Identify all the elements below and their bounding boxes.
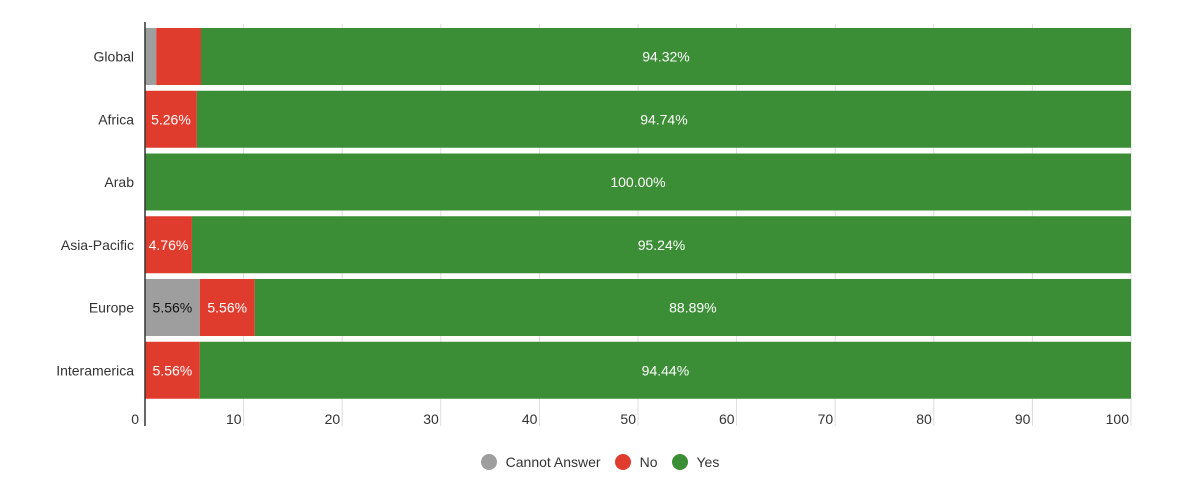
legend-swatch-yes: [671, 454, 688, 470]
legend-label-yes: Yes: [696, 454, 720, 470]
category-label-global: Global: [94, 49, 134, 65]
bar-global-cannot-answer: [145, 28, 157, 85]
x-tick-label-100: 100: [1106, 411, 1130, 427]
bar-interamerica-yes: [199, 341, 1131, 399]
legend-item-cannot-answer[interactable]: Cannot Answer: [480, 454, 601, 470]
bar-europe-yes: [254, 279, 1132, 336]
bar-africa-yes: [196, 90, 1132, 148]
bar-africa-no: [145, 90, 197, 148]
x-tick-label-10: 10: [226, 411, 242, 427]
bar-interamerica-no: [145, 341, 200, 399]
legend-swatch-cannot-answer: [480, 454, 497, 470]
x-tick-label-30: 30: [423, 411, 439, 427]
data-label-global-yes: 94.32%: [642, 49, 689, 65]
data-label-asia-pacific-yes: 95.24%: [638, 237, 685, 253]
chart-legend: Cannot Answer No Yes: [0, 451, 1200, 473]
bar-global-yes: [201, 28, 1131, 85]
data-label-europe-cannot-answer: 5.56%: [153, 300, 193, 316]
chart-plot-area: 0 10 20 30 40 50 60 70 80 90 100 Global 94.32% Africa…: [56, 22, 1132, 427]
data-label-interamerica-no: 5.56%: [153, 362, 193, 378]
x-tick-label-80: 80: [916, 411, 932, 427]
legend-label-cannot-answer: Cannot Answer: [505, 454, 601, 470]
x-tick-label-70: 70: [818, 411, 834, 427]
category-label-europe: Europe: [89, 300, 134, 316]
bar-asia-pacific-yes: [191, 216, 1131, 274]
bar-europe-no: [199, 279, 255, 336]
legend-item-yes[interactable]: Yes: [671, 454, 720, 470]
data-label-arab-yes: 100.00%: [610, 174, 665, 190]
x-tick-label-40: 40: [522, 411, 538, 427]
bar-europe-cannot-answer: [145, 279, 200, 336]
data-label-asia-pacific-no: 4.76%: [149, 237, 189, 253]
data-label-europe-yes: 88.89%: [669, 300, 716, 316]
x-tick-label-50: 50: [620, 411, 636, 427]
data-label-africa-yes: 94.74%: [640, 111, 687, 127]
bar-asia-pacific-no: [145, 216, 192, 274]
legend-item-no[interactable]: No: [614, 454, 658, 470]
x-tick-label-0: 0: [131, 411, 139, 427]
legend-label-no: No: [639, 454, 658, 470]
data-label-europe-no: 5.56%: [207, 300, 247, 316]
x-tick-label-20: 20: [325, 411, 341, 427]
data-label-interamerica-yes: 94.44%: [642, 362, 689, 378]
category-label-africa: Africa: [98, 111, 134, 127]
category-label-arab: Arab: [104, 174, 134, 190]
x-tick-label-60: 60: [719, 411, 735, 427]
category-label-asia-pacific: Asia-Pacific: [61, 237, 134, 253]
bar-arab-yes: [145, 153, 1131, 211]
data-label-africa-no: 5.26%: [151, 111, 191, 127]
category-label-interamerica: Interamerica: [56, 362, 134, 378]
bar-global-no: [156, 28, 202, 85]
legend-swatch-no: [614, 454, 631, 470]
x-tick-label-90: 90: [1015, 411, 1031, 427]
